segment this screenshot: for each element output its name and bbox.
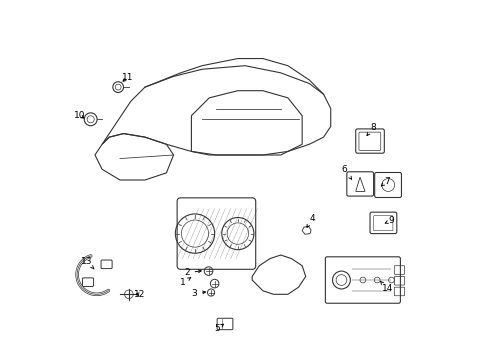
- Text: 14: 14: [381, 282, 393, 293]
- Text: 9: 9: [385, 216, 394, 225]
- Text: 7: 7: [381, 176, 390, 186]
- Text: 8: 8: [367, 123, 376, 136]
- Text: 1: 1: [180, 278, 191, 287]
- Text: 4: 4: [307, 214, 315, 228]
- Text: 10: 10: [74, 111, 86, 120]
- Text: 13: 13: [81, 257, 94, 269]
- Text: 3: 3: [192, 289, 205, 298]
- Text: 12: 12: [134, 290, 146, 299]
- Text: 2: 2: [184, 268, 201, 277]
- Text: 11: 11: [122, 73, 134, 82]
- Text: 5: 5: [214, 324, 223, 333]
- Text: 6: 6: [342, 165, 352, 179]
